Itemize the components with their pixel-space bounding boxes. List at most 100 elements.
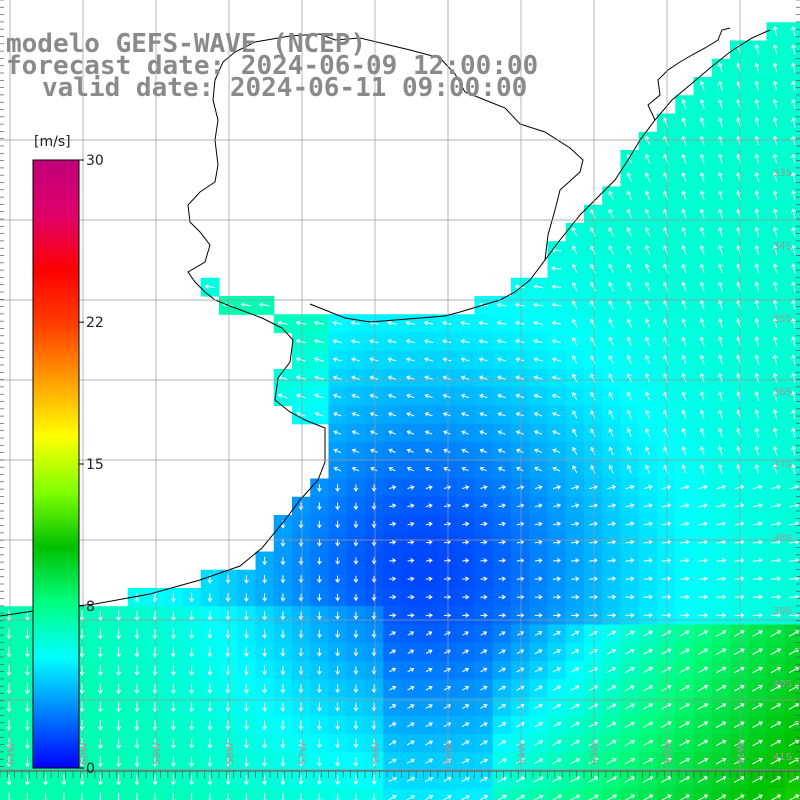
wind-arrow [718, 391, 723, 401]
wind-speed-cell [784, 442, 800, 461]
wind-arrow [552, 721, 562, 728]
wind-arrow [788, 630, 800, 637]
wind-arrow [717, 190, 723, 201]
wind-arrow [534, 631, 543, 636]
wind-arrow [280, 738, 286, 749]
wind-speed-cell [602, 788, 622, 800]
wind-arrow [479, 758, 488, 764]
wind-arrow [789, 484, 800, 490]
wind-arrow [461, 740, 470, 746]
wind-arrow [280, 629, 286, 639]
wind-arrow [772, 244, 778, 256]
wind-arrow [772, 336, 778, 347]
wind-arrow [754, 427, 760, 438]
wind-arrow [789, 557, 800, 563]
wind-arrow [718, 299, 723, 310]
wind-arrow [407, 576, 415, 582]
wind-arrow [608, 227, 614, 237]
wind-arrow [371, 502, 377, 511]
wind-arrow [699, 245, 705, 256]
wind-arrow [534, 685, 543, 691]
wind-arrow [791, 336, 796, 347]
wind-arrow [189, 629, 195, 640]
wind-arrow [189, 665, 195, 676]
wind-arrow [498, 667, 506, 673]
wind-arrow [461, 795, 470, 800]
wind-arrow [608, 190, 614, 201]
wind-arrow [243, 647, 249, 658]
wind-arrow [389, 539, 397, 545]
wind-arrow [353, 720, 359, 730]
wind-arrow [98, 792, 103, 800]
wind-arrow [335, 557, 341, 565]
wind-arrow [369, 375, 379, 381]
wind-arrow [772, 62, 778, 73]
wind-arrow [791, 153, 796, 164]
wind-arrow [772, 190, 778, 201]
wind-arrow [243, 720, 249, 731]
wind-arrow [571, 612, 580, 618]
wind-arrow [754, 409, 760, 420]
wind-arrow [624, 703, 635, 710]
wind-speed-cell [401, 788, 421, 800]
wind-arrow [316, 702, 322, 712]
wind-arrow [606, 776, 617, 783]
wind-arrow [590, 391, 596, 401]
wind-arrow [626, 446, 632, 456]
wind-arrow [225, 702, 231, 713]
wind-arrow [552, 466, 561, 472]
wind-arrow [642, 739, 654, 747]
wind-arrow [498, 576, 507, 582]
wind-arrow [643, 539, 653, 545]
latitude-label: 39S [773, 606, 792, 617]
wind-arrow [316, 666, 322, 676]
wind-arrow [97, 683, 103, 695]
wind-arrow [277, 393, 288, 399]
wind-arrow [754, 244, 760, 256]
wind-arrow [772, 409, 778, 420]
wind-arrow [791, 208, 796, 219]
wind-arrow [645, 427, 650, 438]
wind-arrow [387, 357, 397, 362]
wind-arrow [369, 393, 378, 399]
wind-arrow [295, 393, 306, 399]
wind-arrow [589, 503, 598, 508]
title-forecast-date: forecast date: 2024-06-09 12:00:00 [6, 51, 538, 81]
wind-arrow [243, 575, 249, 584]
wind-arrow [590, 355, 596, 365]
wind-arrow [335, 593, 341, 602]
wind-arrow [497, 412, 506, 417]
wind-arrow [679, 739, 690, 747]
wind-arrow [626, 391, 632, 401]
wind-arrow [152, 738, 158, 749]
wind-arrow [387, 393, 397, 399]
wind-arrow [754, 281, 760, 292]
wind-arrow [134, 720, 140, 731]
wind-arrow [335, 756, 341, 767]
wind-arrow [515, 776, 526, 783]
wind-arrow [680, 521, 690, 527]
wind-arrow [553, 539, 562, 545]
wind-arrow [553, 521, 562, 527]
wind-arrow [134, 738, 140, 749]
wind-arrow [644, 299, 651, 310]
wind-arrow [608, 446, 614, 456]
wind-arrow [243, 702, 249, 713]
wind-arrow [353, 630, 359, 639]
wind-arrow [406, 795, 416, 800]
wind-arrow [371, 793, 377, 800]
wind-arrow [644, 245, 651, 255]
wind-arrow [389, 521, 397, 527]
wind-speed-cell [711, 788, 731, 800]
wind-arrow [389, 631, 396, 636]
wind-arrow [425, 503, 433, 509]
wind-arrow [698, 612, 709, 618]
wind-arrow [752, 557, 763, 563]
wind-arrow [752, 721, 763, 728]
wind-arrow [699, 263, 705, 274]
wind-arrow [496, 302, 507, 308]
colorbar-tick-label: 30 [86, 153, 104, 169]
wind-arrow [770, 739, 782, 747]
wind-arrow [207, 647, 213, 658]
wind-arrow [189, 774, 195, 786]
